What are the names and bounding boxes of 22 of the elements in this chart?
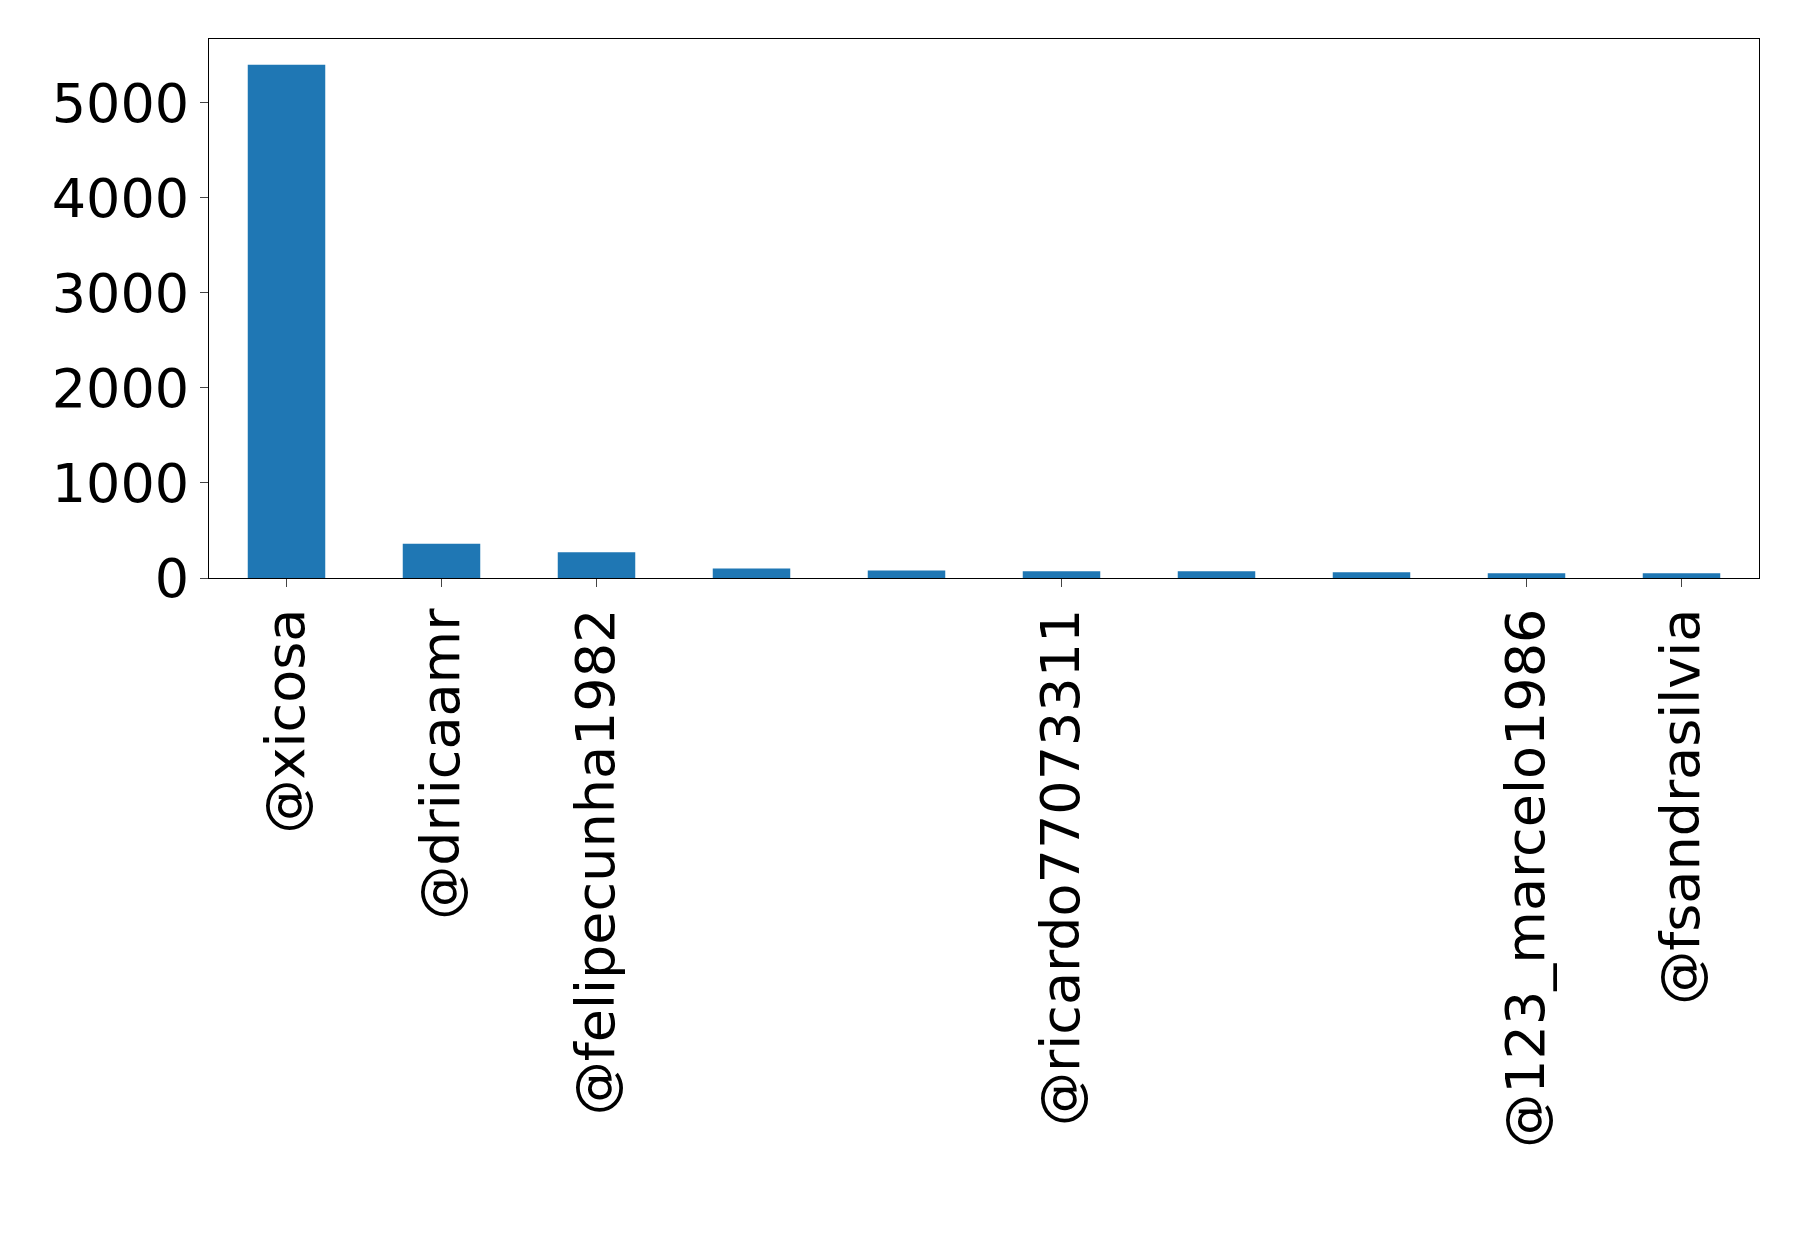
y-tick-label: 4000 [51, 166, 190, 230]
y-tick-label: 3000 [51, 261, 190, 325]
x-tick-label: @xicosa [254, 608, 318, 834]
bar [1332, 572, 1411, 578]
y-tick-label: 2000 [51, 356, 190, 420]
x-tick-label: @fsandrasilvia [1649, 608, 1713, 1005]
bar [712, 568, 791, 578]
x-tick-label: @felipecunha1982 [564, 608, 628, 1116]
bar [557, 552, 636, 578]
bar [1642, 573, 1721, 578]
x-tick-label: @driicaamr [409, 607, 473, 920]
bar [247, 64, 326, 578]
x-tick-label: @123_marcelo1986 [1494, 608, 1558, 1148]
x-tick-label: @ricardo77073311 [1029, 608, 1093, 1127]
bar [1022, 571, 1101, 578]
bar [1177, 571, 1256, 578]
y-tick-label: 1000 [51, 451, 190, 515]
bar [402, 543, 481, 578]
bar [1487, 573, 1566, 578]
y-tick-label: 0 [154, 546, 190, 610]
bar [867, 570, 946, 578]
y-tick-label: 5000 [51, 71, 190, 135]
